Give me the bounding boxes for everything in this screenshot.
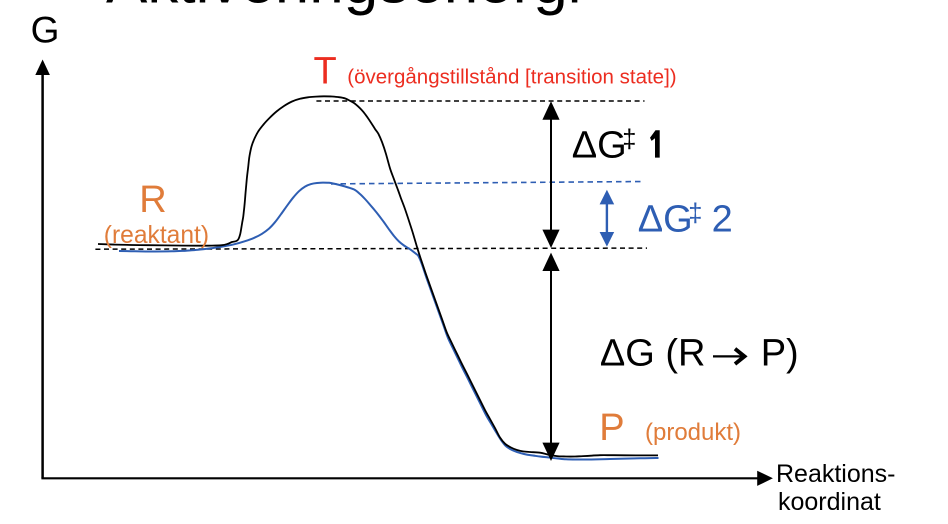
svg-text:(reaktant): (reaktant) xyxy=(104,222,209,249)
svg-text:ΔG‡: ΔG‡ xyxy=(572,125,637,167)
svg-text:Reaktions-: Reaktions- xyxy=(776,460,896,488)
svg-text:T: T xyxy=(314,51,337,93)
svg-text:G: G xyxy=(31,9,60,50)
svg-text:R: R xyxy=(139,179,166,221)
svg-text:ΔG‡ 2: ΔG‡ 2 xyxy=(638,199,733,241)
svg-text:(produkt): (produkt) xyxy=(645,419,741,446)
svg-text:Aktiveringsenergi: Aktiveringsenergi xyxy=(106,0,582,17)
svg-text:(övergångstillstånd [transitio: (övergångstillstånd [transition state]) xyxy=(347,65,676,88)
svg-text:P: P xyxy=(599,407,624,449)
svg-text:P): P) xyxy=(761,333,799,375)
svg-text:koordinat: koordinat xyxy=(778,488,881,516)
svg-text:ΔG (R: ΔG (R xyxy=(600,333,706,375)
